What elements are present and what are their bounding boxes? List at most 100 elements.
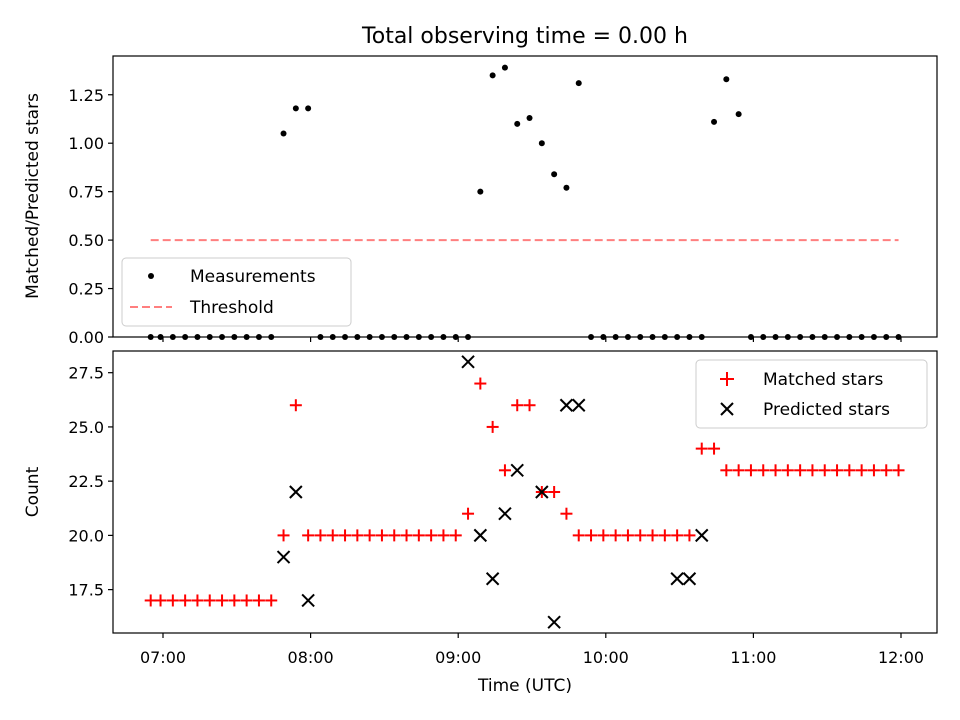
matched-point [228,594,241,607]
matched-point [240,594,253,607]
y-tick-label: 0.25 [68,280,104,299]
predicted-point [547,615,561,629]
matched-point [425,529,438,542]
matched-point [216,594,229,607]
x-tick-label: 10:00 [583,648,629,667]
bottom-y-ticks: 17.5 20.0 22.5 25.0 27.5 [68,364,113,600]
matched-point [744,464,757,477]
x-tick-label: 11:00 [730,648,776,667]
matched-point [683,529,696,542]
matched-point [818,464,831,477]
matched-point [892,464,905,477]
legend-matched-label: Matched stars [763,370,883,390]
matched-point [695,442,708,455]
measurement-point [305,105,312,112]
matched-point [498,464,511,477]
matched-point [621,529,634,542]
predicted-point [682,572,697,586]
predicted-point [572,398,586,412]
y-tick-label: 1.00 [68,134,104,153]
matched-point [585,529,598,542]
matched-point [154,594,167,607]
predicted-point [670,572,684,586]
measurement-point [538,140,545,147]
predicted-point [535,485,549,499]
predicted-point-b [461,355,475,369]
predicted-point-b [510,463,524,478]
predicted-point-b [289,485,303,499]
matched-point [720,464,733,477]
top-legend-box [121,257,352,327]
matched-point [572,529,585,542]
predicted-point-b [276,550,291,564]
top-legend: Measurements Threshold [121,257,352,327]
matched-point [339,529,352,542]
matched-point [388,529,401,542]
bottom-plot-marks [144,355,905,629]
predicted-point [559,398,574,412]
matched-point [277,529,290,542]
matched-point [855,464,868,477]
top-y-ticks: 0.00 0.25 0.50 0.75 1.00 1.25 [68,86,113,347]
matched-point [880,464,893,477]
matched-point [265,594,278,607]
y-tick-label: 17.5 [68,581,104,600]
matched-point [511,399,524,412]
legend-threshold-label: Threshold [189,298,274,318]
y-tick-label: 22.5 [68,472,104,491]
legend-measurements-label: Measurements [190,267,316,287]
predicted-point-b [682,572,697,586]
predicted-point [276,550,291,564]
y-tick-label: 20.0 [68,526,104,545]
matched-point [671,529,684,542]
predicted-point [301,593,315,608]
matched-point [400,529,413,542]
measurement-point [563,184,570,191]
measurement-point [280,130,287,137]
measurement-point [575,80,582,87]
top-panel: Total observing time = 0.00 h Matched/Pr… [23,24,938,347]
matched-point [708,442,721,455]
y-tick-label: 0.75 [68,183,104,202]
matched-point [486,420,499,433]
measurement-point [292,105,299,112]
measurement-point [477,188,484,195]
matched-point [252,594,265,607]
predicted-point-b [301,593,315,608]
y-tick-label: 27.5 [68,364,104,383]
measurement-point [711,118,718,125]
predicted-point [485,572,500,586]
matched-point [191,594,204,607]
x-tick-label: 07:00 [140,648,186,667]
bottom-legend-box [695,359,928,429]
matched-point [437,529,450,542]
matched-point [609,529,622,542]
legend-matched-marker [720,372,734,386]
predicted-point-b [485,572,500,586]
matched-point [289,399,302,412]
predicted-point-b [559,398,574,412]
x-tick-label: 12:00 [878,648,924,667]
matched-point [831,464,844,477]
predicted-point [498,506,512,521]
matched-point [203,594,216,607]
matched-point [363,529,376,542]
matched-point [474,377,487,390]
matched-point [314,529,327,542]
chart-title: Total observing time = 0.00 h [361,24,688,49]
measurement-point [514,120,521,127]
matched-point [523,399,536,412]
matched-point [806,464,819,477]
bottom-y-axis-label: Count [23,466,43,517]
predicted-point-b [670,572,684,586]
predicted-point [510,463,524,478]
legend-predicted-marker [720,402,734,416]
matched-point [560,507,573,520]
matched-point [732,464,745,477]
bottom-x-ticks: 07:00 08:00 09:00 10:00 11:00 12:00 [140,633,924,667]
measurement-point [526,115,533,122]
predicted-point [289,485,303,499]
y-tick-label: 1.25 [68,86,104,105]
measurement-point [489,72,496,79]
